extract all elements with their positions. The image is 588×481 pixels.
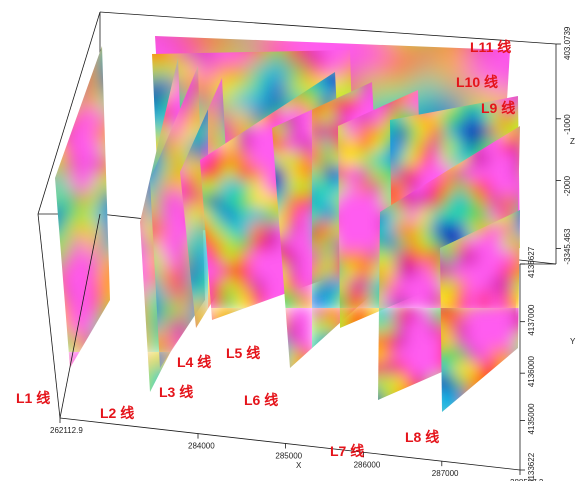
label-line-L11: L11 线 [470,39,512,55]
section-L3 [150,66,205,368]
label-line-L9: L9 线 [481,100,516,116]
x-tick-label: 285000 [275,451,302,460]
y-tick-label: 4133622 [527,452,536,481]
x-tick-label: 262112.9 [50,426,83,435]
y-tick-label: 4138627 [527,246,536,278]
x-tick-label: 287000 [432,469,459,478]
x-axis-label: X [296,461,302,470]
z-tick-label: 403.0739 [563,26,572,60]
label-line-L1: L1 线 [16,390,51,406]
label-line-L3: L3 线 [159,384,194,400]
section-L1 [55,46,110,368]
label-line-L7: L7 线 [330,443,365,459]
y-tick-label: 4136000 [527,355,536,387]
z-tick-label: -2000 [563,175,572,196]
label-line-L4: L4 线 [177,354,212,370]
y-tick-label: 4135000 [527,403,536,435]
section-panels [55,36,520,412]
bounding-box-front [37,213,556,471]
section-L8b [440,210,520,412]
x-tick-label: 288587.2 [510,478,544,481]
z-tick-label: -1000 [563,114,572,135]
y-axis-ticks: 4133622 4135000 4136000 4137000 4138627 [520,246,536,481]
x-tick-label: 286000 [354,460,381,469]
x-tick-label: 284000 [188,442,215,451]
y-axis-label: Y [570,337,576,346]
z-axis-ticks: 403.0739 -1000 -2000 -3345.463 [556,26,572,265]
label-line-L2: L2 线 [100,405,135,421]
x-axis-ticks: 262112.9 284000 285000 286000 287000 288587.2 [50,418,544,481]
label-line-L5: L5 线 [226,345,261,361]
y-tick-label: 4137000 [527,304,536,336]
z-axis-label: Z [570,137,575,146]
label-line-L8: L8 线 [405,429,440,445]
z-tick-label: -3345.463 [563,228,572,265]
label-line-L6: L6 线 [244,392,279,408]
label-line-L10: L10 线 [456,74,499,90]
